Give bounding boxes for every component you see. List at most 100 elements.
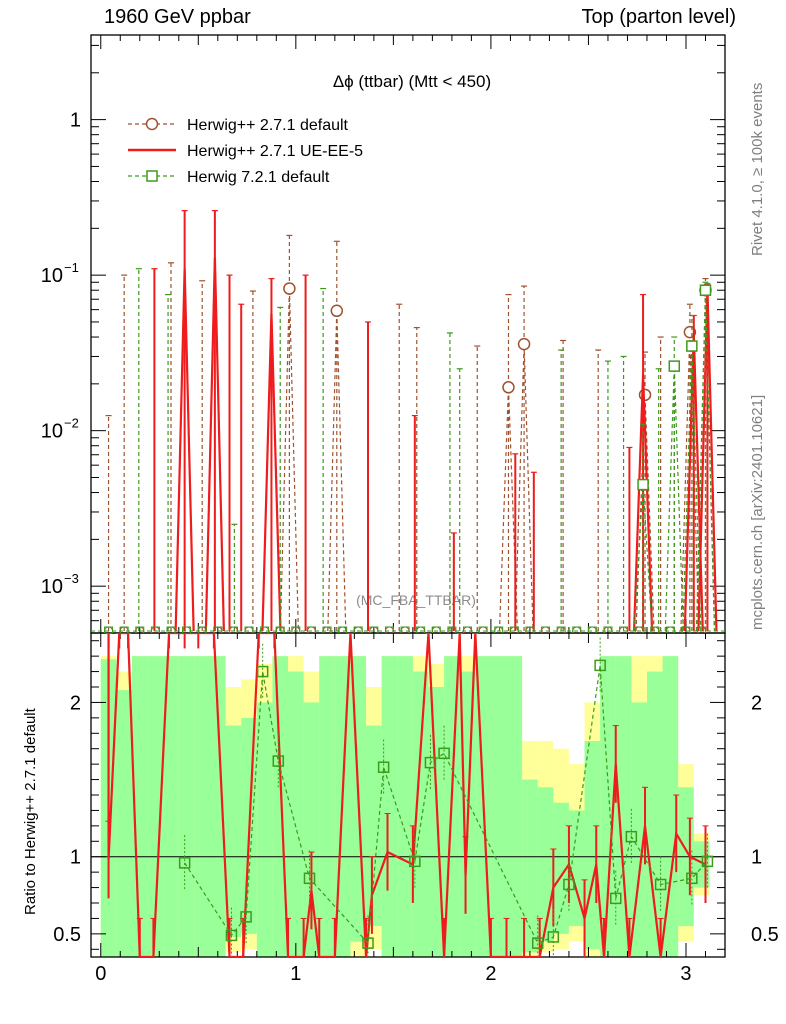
marker-2-1: [668, 360, 681, 372]
ratio-marker-1-15: [610, 892, 622, 905]
y-tick-label-0: 10: [41, 576, 63, 598]
ratio-y-label-left-2: 2: [70, 692, 81, 714]
peak-0-1: [327, 310, 347, 632]
band-inner-14: [319, 656, 335, 957]
floor-marker-2-16: [353, 626, 363, 633]
legend-label-0: Herwig++ 2.7.1 default: [187, 117, 349, 134]
band-inner-3: [147, 656, 164, 957]
ratio-marker-1-1: [225, 929, 238, 942]
peak-1-4: [683, 333, 704, 632]
legend-label-2: Herwig 7.2.1 default: [187, 169, 330, 186]
floor-marker-2-30: [572, 626, 582, 633]
x-tick-label-3: 3: [680, 963, 691, 985]
marker-2-2: [686, 340, 698, 352]
ratio-marker-1-19: [701, 855, 714, 868]
band-inner-8: [225, 725, 242, 937]
band-inner-12: [288, 671, 304, 957]
ratio-marker-1-16: [625, 830, 638, 843]
band-inner-30: [568, 810, 585, 927]
peak-2-3: [695, 290, 716, 632]
ratio-marker-1-5: [303, 872, 316, 885]
band-inner-10: [256, 702, 273, 957]
ratio-y-label-right-1: 1: [751, 847, 762, 869]
legend-label-1: Herwig++ 2.7.1 UE-EE-5: [187, 143, 363, 160]
header-left-label: 1960 GeV ppbar: [104, 6, 251, 28]
floor-marker-2-17: [369, 626, 379, 633]
floor-marker-2-34: [634, 626, 644, 633]
band-inner-31: [584, 741, 601, 950]
floor-marker-2-12: [291, 626, 301, 633]
top-y-ticks: 10 −310 −210 −11: [41, 44, 725, 634]
floor-marker-2-3: [150, 626, 160, 633]
ratio-marker-1-2: [240, 911, 252, 923]
peak-0-0: [279, 288, 299, 632]
ratio-marker-1-10: [438, 747, 450, 760]
y-tick-exponent-0: −3: [64, 571, 79, 586]
x-tick-label-0: 0: [95, 963, 106, 985]
floor-marker-2-21: [431, 626, 441, 633]
ratio-marker-1-4: [272, 755, 285, 767]
plot-title: Δϕ (ttbar) (Mtt < 450): [333, 72, 491, 91]
marker-0-1: [330, 304, 344, 318]
marker-0-3: [517, 337, 531, 351]
band-inner-7: [209, 656, 226, 957]
header-right-label: Top (parton level): [581, 6, 736, 28]
ratio-y-ticks: 0.5 0.5 1 1 2 2: [53, 640, 779, 950]
band-inner-17: [366, 725, 382, 927]
ratio-marker-1-6: [362, 937, 374, 949]
ratio-marker-1-18: [686, 872, 698, 885]
ratio-y-label-right-2: 2: [751, 692, 762, 714]
peak-1-0: [174, 268, 195, 632]
y-tick-exponent-2: −1: [64, 260, 79, 275]
ratio-marker-1-8: [409, 855, 421, 868]
marker-0-5: [683, 325, 697, 339]
main-series: [91, 209, 725, 633]
ratio-marker-1-0: [178, 857, 191, 869]
ratio-marker-1-12: [547, 931, 560, 943]
band-inner-6: [194, 656, 210, 957]
y-tick-label-2: 10: [41, 265, 63, 287]
ratio-marker-1-17: [654, 878, 667, 891]
legend-marker-2: [146, 170, 158, 182]
ratio-marker-1-14: [594, 659, 606, 672]
x-tick-label-1: 1: [290, 963, 301, 985]
band-inner-27: [522, 779, 538, 953]
floor-marker-2-25: [494, 626, 504, 633]
marker-0-0: [283, 282, 296, 295]
band-inner-13: [303, 702, 320, 957]
ratio-y-label-left-0: 0.5: [53, 924, 81, 946]
floor-marker-2-38: [697, 626, 707, 633]
ratio-marker-1-9: [424, 756, 437, 769]
band-inner-34: [631, 702, 647, 957]
y-tick-label-3: 1: [70, 110, 81, 132]
band-inner-19: [397, 656, 413, 957]
band-inner-5: [178, 656, 195, 957]
peak-0-5: [680, 332, 700, 632]
ratio-series: [105, 633, 714, 957]
band-inner-25: [490, 656, 507, 957]
ratio-marker-1-13: [563, 878, 575, 891]
floor-marker-2-8: [228, 626, 238, 633]
legend: Herwig++ 2.7.1 default Herwig++ 2.7.1 UE-…: [128, 117, 363, 186]
peak-1-1: [204, 257, 225, 632]
band-inner-35: [646, 671, 663, 957]
legend-marker-0: [145, 117, 159, 131]
marker-2-0: [637, 478, 649, 491]
floor-marker-2-4: [166, 626, 176, 633]
peak-0-3: [514, 344, 534, 632]
marker-0-2: [502, 381, 515, 394]
x-tick-label-2: 2: [485, 963, 496, 985]
ratio-line-1: [184, 665, 708, 945]
ratio-y-label-right-0: 0.5: [751, 924, 779, 946]
ratio-bands: [91, 656, 725, 957]
analysis-watermark: (MC_FBA_TTBAR): [356, 592, 476, 608]
y-tick-label-1: 10: [41, 421, 63, 443]
band-inner-4: [163, 656, 179, 957]
band-inner-1: [116, 690, 132, 957]
band-inner-2: [131, 656, 148, 957]
peak-1-2: [261, 313, 282, 632]
band-inner-18: [381, 656, 398, 957]
band-inner-20: [412, 671, 429, 957]
ratio-y-label-left-1: 1: [70, 847, 81, 869]
